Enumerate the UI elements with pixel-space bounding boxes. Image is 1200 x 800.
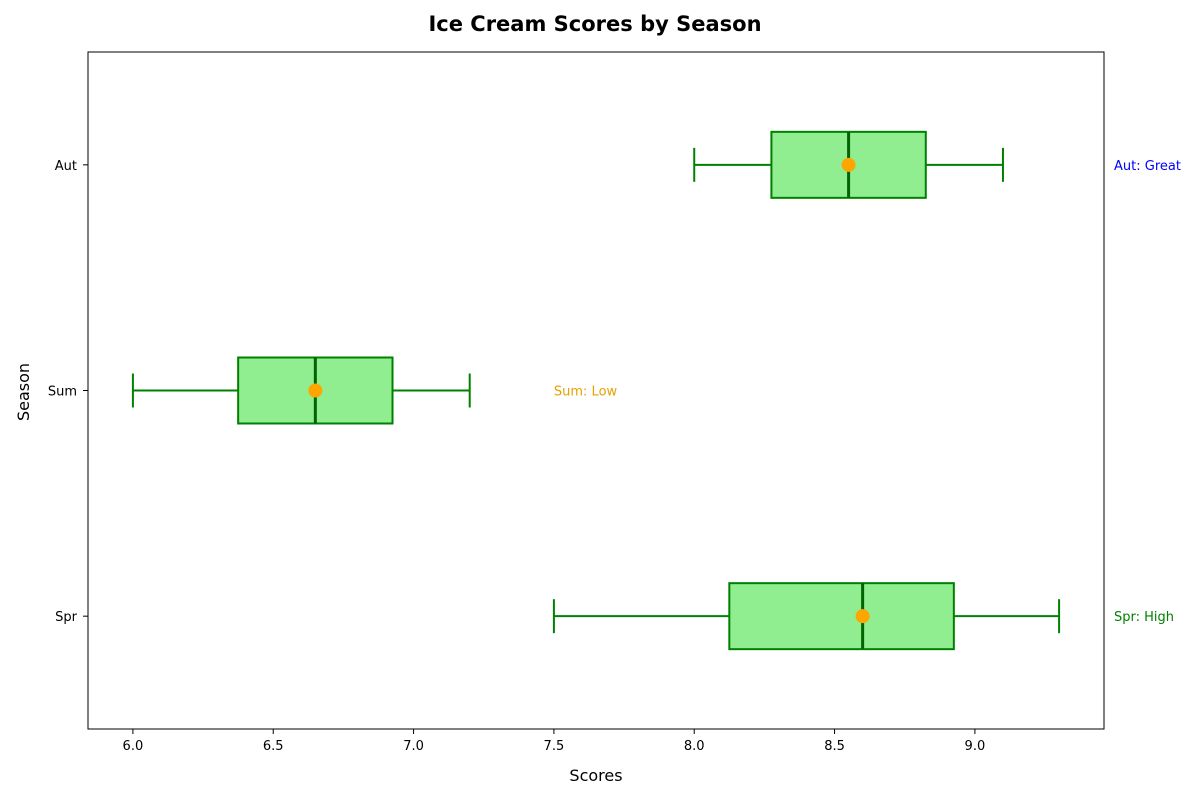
x-axis-label: Scores	[569, 766, 622, 785]
chart-marks	[131, 130, 1061, 651]
annotation-spr: Spr: High	[1114, 610, 1174, 625]
box-aut	[693, 130, 1004, 199]
x-tick-label: 6.5	[263, 739, 284, 754]
mean-marker	[308, 383, 323, 398]
x-tick-label: 6.0	[123, 739, 144, 754]
x-tick-label: 9.0	[965, 739, 986, 754]
y-axis: Spr Sum Aut	[48, 159, 88, 625]
x-tick-label: 8.0	[684, 739, 705, 754]
box-spr	[552, 582, 1061, 651]
box-sum	[131, 356, 471, 425]
x-tick-label: 7.0	[403, 739, 424, 754]
chart-title: Ice Cream Scores by Season	[428, 12, 761, 36]
x-tick-label: 7.5	[544, 739, 565, 754]
mean-marker	[841, 157, 856, 172]
y-axis-label: Season	[14, 363, 33, 421]
iqr-box	[728, 582, 955, 651]
y-tick-label: Aut	[55, 159, 77, 174]
annotation-aut: Aut: Great	[1114, 159, 1181, 174]
x-tick-label: 8.5	[824, 739, 845, 754]
mean-marker	[855, 609, 870, 624]
x-axis: 6.0 6.5 7.0 7.5 8.0 8.5 9.0	[123, 729, 986, 754]
y-tick-label: Spr	[55, 610, 78, 625]
annotation-sum: Sum: Low	[554, 385, 618, 400]
y-tick-label: Sum	[48, 385, 77, 400]
annotations: Aut: Great Sum: Low Spr: High	[554, 159, 1181, 625]
